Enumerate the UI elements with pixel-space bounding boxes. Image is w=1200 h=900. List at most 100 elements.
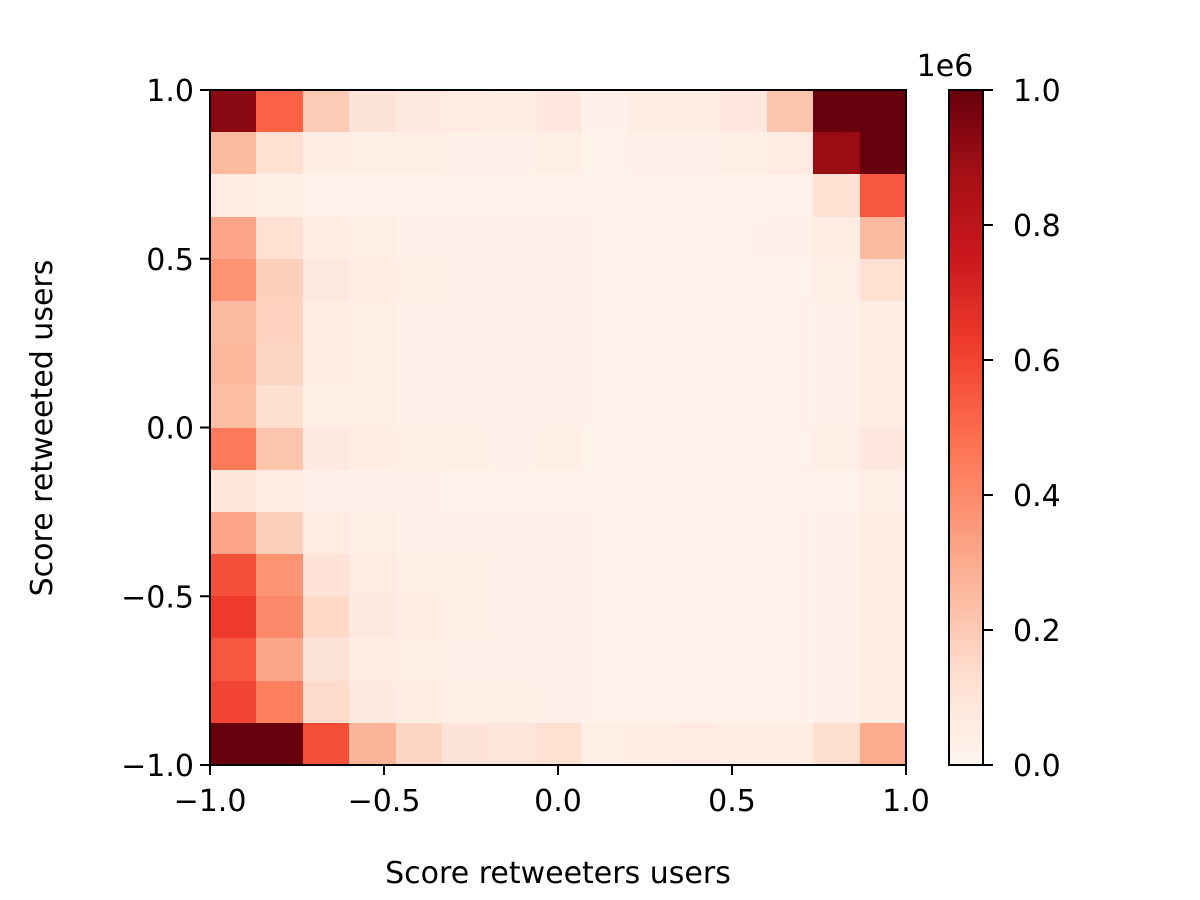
heatmap-cell <box>860 90 906 132</box>
heatmap-cell <box>303 259 349 301</box>
heatmap-cell <box>813 512 860 554</box>
heatmap-cell <box>674 428 720 470</box>
heatmap-cell <box>860 681 906 723</box>
heatmap-cell <box>860 554 906 596</box>
heatmap-cell <box>396 174 442 217</box>
heatmap-cell <box>767 428 813 470</box>
heatmap-cell <box>488 596 535 638</box>
heatmap-cell <box>535 512 581 554</box>
heatmap-cell <box>674 638 720 681</box>
heatmap-cell <box>303 470 349 512</box>
heatmap-cell <box>488 470 535 512</box>
heatmap-cell <box>813 681 860 723</box>
heatmap-cell <box>581 343 628 385</box>
heatmap-cell <box>767 217 813 259</box>
heatmap-cell <box>535 723 581 765</box>
heatmap-cell <box>210 301 256 343</box>
heatmap-cell <box>349 723 396 765</box>
heatmap-cell <box>860 174 906 217</box>
heatmap-cell <box>442 681 488 723</box>
heatmap-cell <box>674 90 720 132</box>
heatmap-cell <box>628 385 674 428</box>
x-axis-label: Score retweeters users <box>385 856 731 891</box>
heatmap-cell <box>720 132 767 174</box>
heatmap-cell <box>720 428 767 470</box>
heatmap-cell <box>628 470 674 512</box>
heatmap-cell <box>442 217 488 259</box>
heatmap-cell <box>674 301 720 343</box>
heatmap-cell <box>767 681 813 723</box>
heatmap-cell <box>720 343 767 385</box>
heatmap-cell <box>442 259 488 301</box>
heatmap-cell <box>256 723 303 765</box>
heatmap-cell <box>442 554 488 596</box>
heatmap-cell <box>813 638 860 681</box>
heatmap-cell <box>720 723 767 765</box>
heatmap-cell <box>581 259 628 301</box>
heatmap-cell <box>303 301 349 343</box>
heatmap-cell <box>860 512 906 554</box>
heatmap-cell <box>535 174 581 217</box>
heatmap-cell <box>860 385 906 428</box>
heatmap-cell <box>720 512 767 554</box>
heatmap-cell <box>720 470 767 512</box>
heatmap-cell <box>674 174 720 217</box>
heatmap-cell <box>488 217 535 259</box>
heatmap-cell <box>674 259 720 301</box>
heatmap-cell <box>767 638 813 681</box>
heatmap-cell <box>581 512 628 554</box>
x-tick-label: 0.5 <box>708 784 756 819</box>
heatmap-cell <box>210 343 256 385</box>
heatmap-cell <box>767 596 813 638</box>
heatmap-cell <box>256 90 303 132</box>
heatmap-cell <box>349 512 396 554</box>
heatmap-cell <box>767 343 813 385</box>
heatmap-cell <box>535 259 581 301</box>
heatmap-cell <box>442 343 488 385</box>
heatmap-cell <box>720 554 767 596</box>
heatmap-cell <box>396 90 442 132</box>
heatmap-cell <box>303 90 349 132</box>
heatmap-cell <box>442 428 488 470</box>
x-tick-label: −0.5 <box>348 784 421 819</box>
heatmap-cell <box>813 301 860 343</box>
x-tick-label: 0.0 <box>534 784 582 819</box>
heatmap-cell <box>628 596 674 638</box>
heatmap-cell <box>767 90 813 132</box>
heatmap-cell <box>303 428 349 470</box>
heatmap-cell <box>256 343 303 385</box>
heatmap-cell <box>442 512 488 554</box>
heatmap-cell <box>860 343 906 385</box>
heatmap-cell <box>210 554 256 596</box>
heatmap-cell <box>581 132 628 174</box>
heatmap-cell <box>488 723 535 765</box>
heatmap-cell <box>813 554 860 596</box>
x-axis-ticks: −1.0 −0.5 0.0 0.5 1.0 <box>174 765 930 819</box>
heatmap-cell <box>628 681 674 723</box>
heatmap-cell <box>674 512 720 554</box>
heatmap-cell <box>628 723 674 765</box>
heatmap-cell <box>860 217 906 259</box>
heatmap-cell <box>581 428 628 470</box>
heatmap-cell <box>581 638 628 681</box>
heatmap-cell <box>720 681 767 723</box>
heatmap-cell <box>396 470 442 512</box>
heatmap-cell <box>396 343 442 385</box>
heatmap-cell <box>349 174 396 217</box>
heatmap-cell <box>720 638 767 681</box>
colorbar <box>948 89 984 766</box>
heatmap-cell <box>349 470 396 512</box>
y-axis-label: Score retweeted users <box>25 260 60 597</box>
y-axis-ticks: −1.0 −0.5 0.0 0.5 1.0 <box>121 74 210 784</box>
heatmap-cell <box>860 638 906 681</box>
y-tick-label: 0.0 <box>146 412 194 447</box>
heatmap-cell <box>349 638 396 681</box>
heatmap-cell <box>256 596 303 638</box>
heatmap-cell <box>720 596 767 638</box>
heatmap-cell <box>303 174 349 217</box>
heatmap-cell <box>628 554 674 596</box>
heatmap-cell <box>303 638 349 681</box>
heatmap-cell <box>442 301 488 343</box>
heatmap-cell <box>256 512 303 554</box>
heatmap-cell <box>303 343 349 385</box>
